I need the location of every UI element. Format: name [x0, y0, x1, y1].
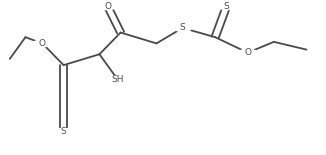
Ellipse shape [108, 76, 126, 82]
Text: S: S [180, 23, 185, 32]
Ellipse shape [98, 3, 117, 10]
Text: SH: SH [111, 75, 124, 84]
Ellipse shape [33, 40, 52, 47]
Text: S: S [224, 2, 230, 11]
Text: O: O [39, 39, 46, 48]
Text: O: O [244, 48, 251, 57]
Ellipse shape [239, 49, 257, 56]
Ellipse shape [217, 3, 236, 10]
Text: S: S [61, 127, 67, 136]
Ellipse shape [173, 24, 192, 31]
Ellipse shape [54, 128, 73, 135]
Text: O: O [104, 2, 111, 11]
